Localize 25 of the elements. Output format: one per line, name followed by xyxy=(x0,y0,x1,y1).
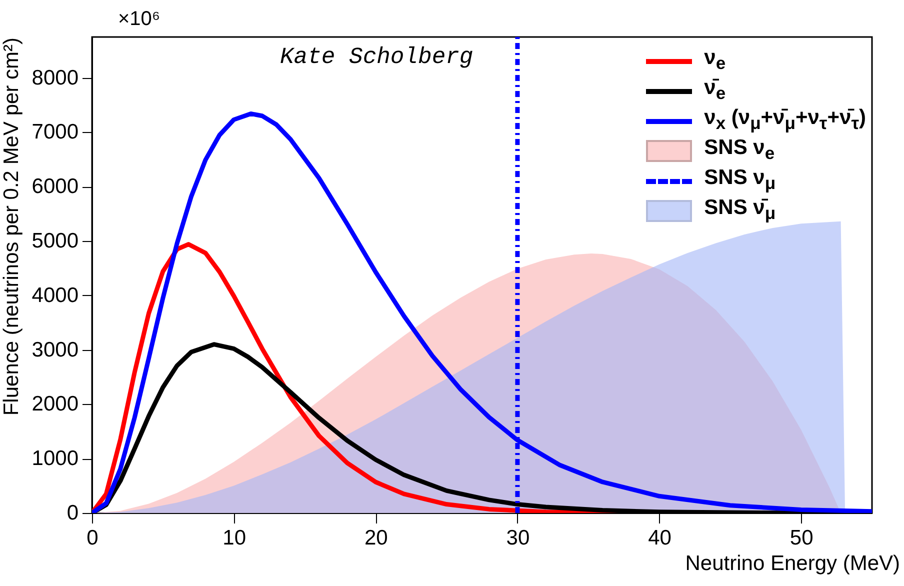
legend-label: SNS ν̄$_{μ}$ xyxy=(704,195,776,226)
y-tick-label: 4000 xyxy=(32,284,78,307)
text: ×10⁶ xyxy=(118,8,160,31)
annotation: Kate Scholberg xyxy=(280,44,474,70)
y-tick-label: 6000 xyxy=(32,175,78,198)
legend-label: SNS ν$_{μ}$ xyxy=(704,166,776,194)
x-tick-label: 10 xyxy=(222,526,246,550)
y-tick-label: 2000 xyxy=(32,392,78,416)
y-axis-title: Fluence (neutrinos per 0.2 MeV per cm²) xyxy=(0,38,23,416)
y-tick-label: 7000 xyxy=(32,120,78,144)
x-tick-label: 0 xyxy=(86,526,98,550)
legend-label: SNS ν$_{e}$ xyxy=(704,136,775,164)
legend-label: ν$_{e}$ xyxy=(704,46,726,74)
y-tick-label: 0 xyxy=(66,502,78,524)
x-tick-label: 20 xyxy=(364,526,388,550)
x-tick-label: 40 xyxy=(648,526,672,550)
x-tick-label: 30 xyxy=(506,526,530,550)
legend-label: ν̄$_{e}$ xyxy=(704,76,726,104)
x-tick-label: 50 xyxy=(790,526,814,550)
y-tick-label: 3000 xyxy=(32,338,78,362)
y-tick-label: 1000 xyxy=(32,447,78,470)
y-tick-label: 5000 xyxy=(32,230,78,252)
text: ν$_{x}$ (ν$_{μ}$+ν̄$_{μ}$+ν$_{τ}$+ν̄$_{τ}$) xyxy=(704,106,866,134)
x-axis-title: Neutrino Energy (MeV) xyxy=(685,552,900,576)
y-tick-label: 8000 xyxy=(32,66,78,90)
